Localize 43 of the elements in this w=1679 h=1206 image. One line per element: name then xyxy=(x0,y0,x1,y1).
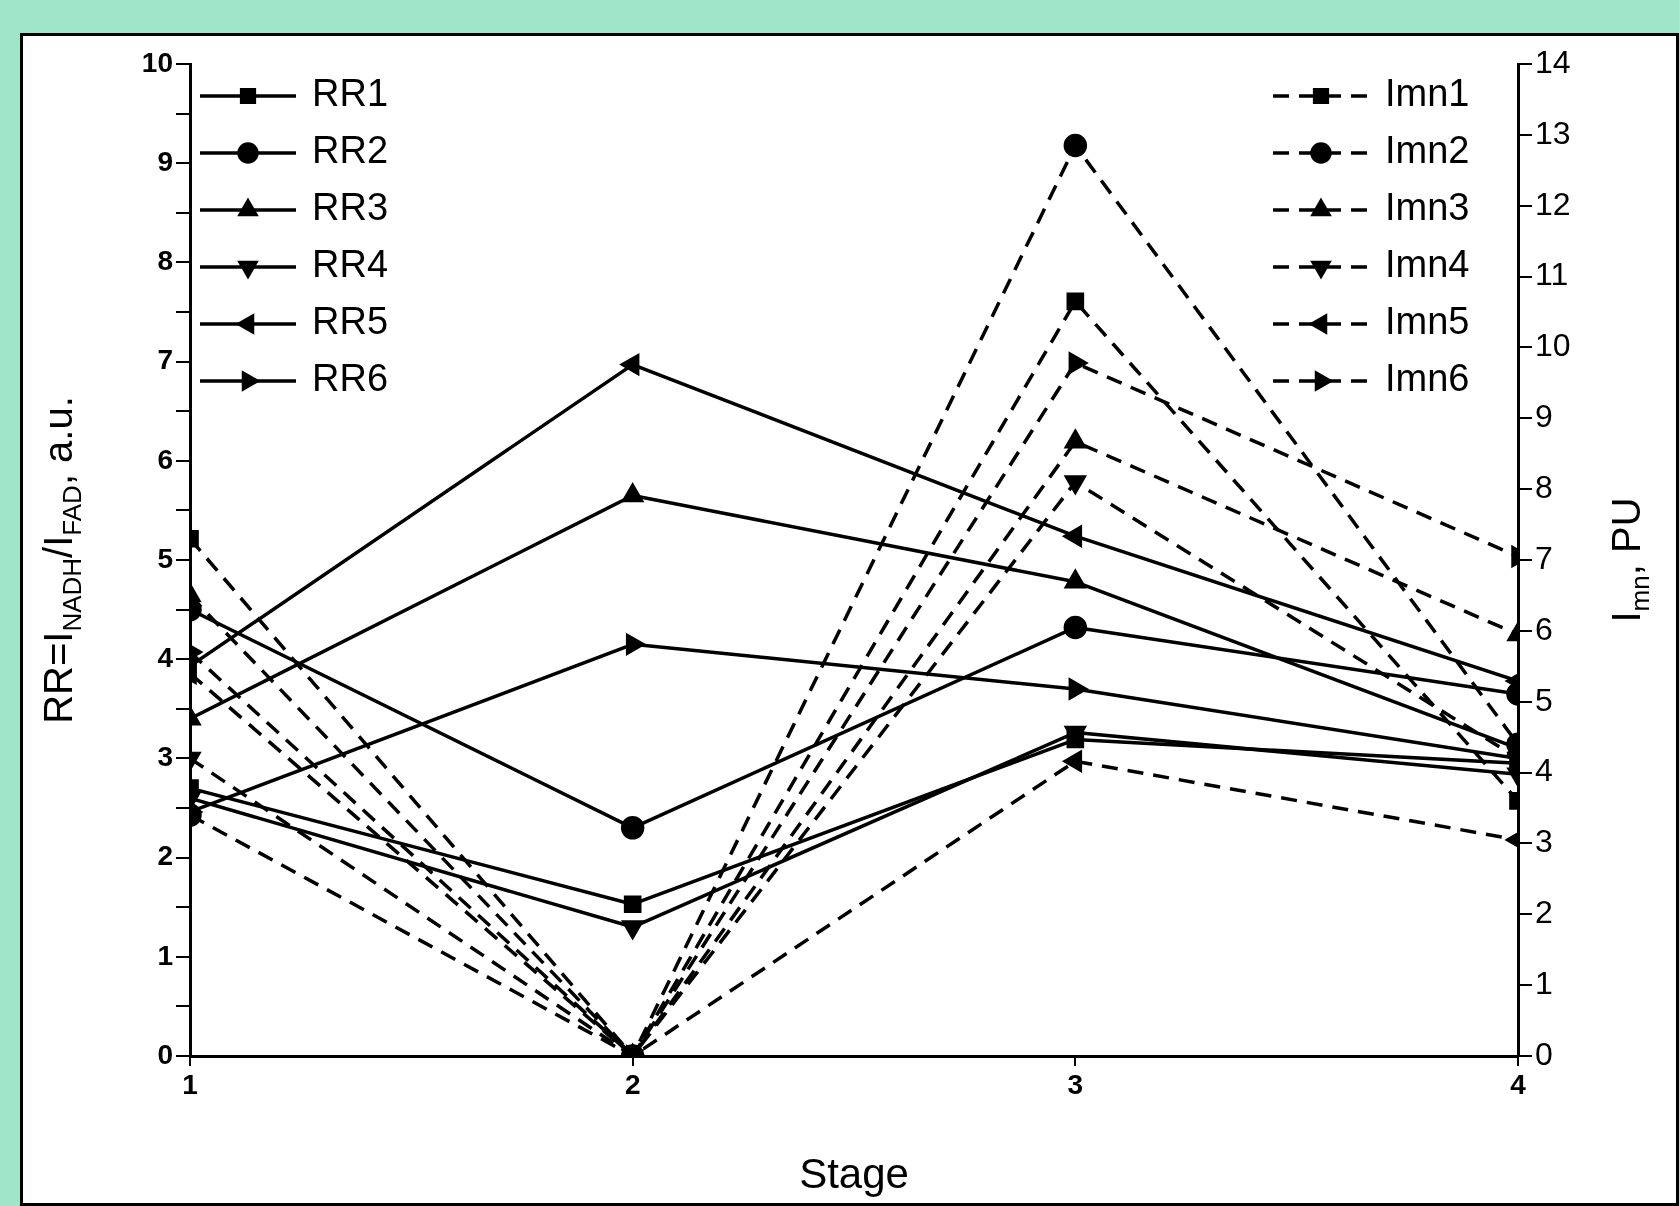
y2-tick-label: 6 xyxy=(1535,610,1553,647)
legend-label: RR2 xyxy=(312,129,389,172)
y-tick-label: 3 xyxy=(157,741,173,773)
legend-label: Imn1 xyxy=(1385,72,1470,115)
y2-tick-label: 2 xyxy=(1535,894,1553,931)
y-tick-label: 4 xyxy=(157,641,174,673)
y2-tick-label: 3 xyxy=(1535,823,1553,860)
y-tick-label: 6 xyxy=(157,443,173,475)
y2-tick-label: 14 xyxy=(1535,43,1571,80)
legend-label: Imn5 xyxy=(1385,300,1470,343)
x-axis-title: Stage xyxy=(799,1150,909,1198)
x-tick-label: 1 xyxy=(182,1068,198,1100)
legend-label: Imn4 xyxy=(1385,243,1470,286)
legend-label: Imn6 xyxy=(1385,357,1470,400)
legend-label: RR4 xyxy=(312,243,389,286)
x-tick-label: 3 xyxy=(1067,1068,1084,1100)
y2-tick-label: 9 xyxy=(1535,398,1553,435)
y2-tick-label: 11 xyxy=(1535,256,1569,293)
y-tick-label: 5 xyxy=(157,542,173,574)
y2-tick-label: 5 xyxy=(1535,681,1553,718)
legend-label: RR5 xyxy=(312,300,389,343)
legend-label: RR1 xyxy=(312,72,389,115)
y2-tick-label: 4 xyxy=(1535,752,1553,789)
y2-tick-label: 12 xyxy=(1535,185,1571,222)
legend-label: Imn2 xyxy=(1385,129,1470,172)
x-tick-label: 4 xyxy=(1510,1068,1527,1100)
y2-tick-label: 10 xyxy=(1535,327,1571,364)
legend-label: RR6 xyxy=(312,357,389,400)
y-tick-label: 10 xyxy=(141,46,173,78)
legend-label: RR3 xyxy=(312,186,389,229)
legend-label: Imn3 xyxy=(1385,186,1470,229)
y-tick-label: 9 xyxy=(157,145,173,177)
y2-tick-label: 7 xyxy=(1535,539,1553,576)
y-tick-label: 0 xyxy=(157,1038,173,1070)
y-tick-label: 2 xyxy=(157,840,173,872)
y-tick-label: 1 xyxy=(157,939,173,971)
y2-tick-label: 8 xyxy=(1535,468,1553,505)
x-tick-label: 2 xyxy=(624,1068,641,1100)
y2-tick-label: 0 xyxy=(1535,1035,1553,1072)
y-tick-label: 7 xyxy=(157,344,173,376)
y2-tick-label: 1 xyxy=(1535,964,1553,1001)
y-tick-label: 8 xyxy=(157,245,173,277)
y2-tick-label: 13 xyxy=(1535,114,1571,151)
